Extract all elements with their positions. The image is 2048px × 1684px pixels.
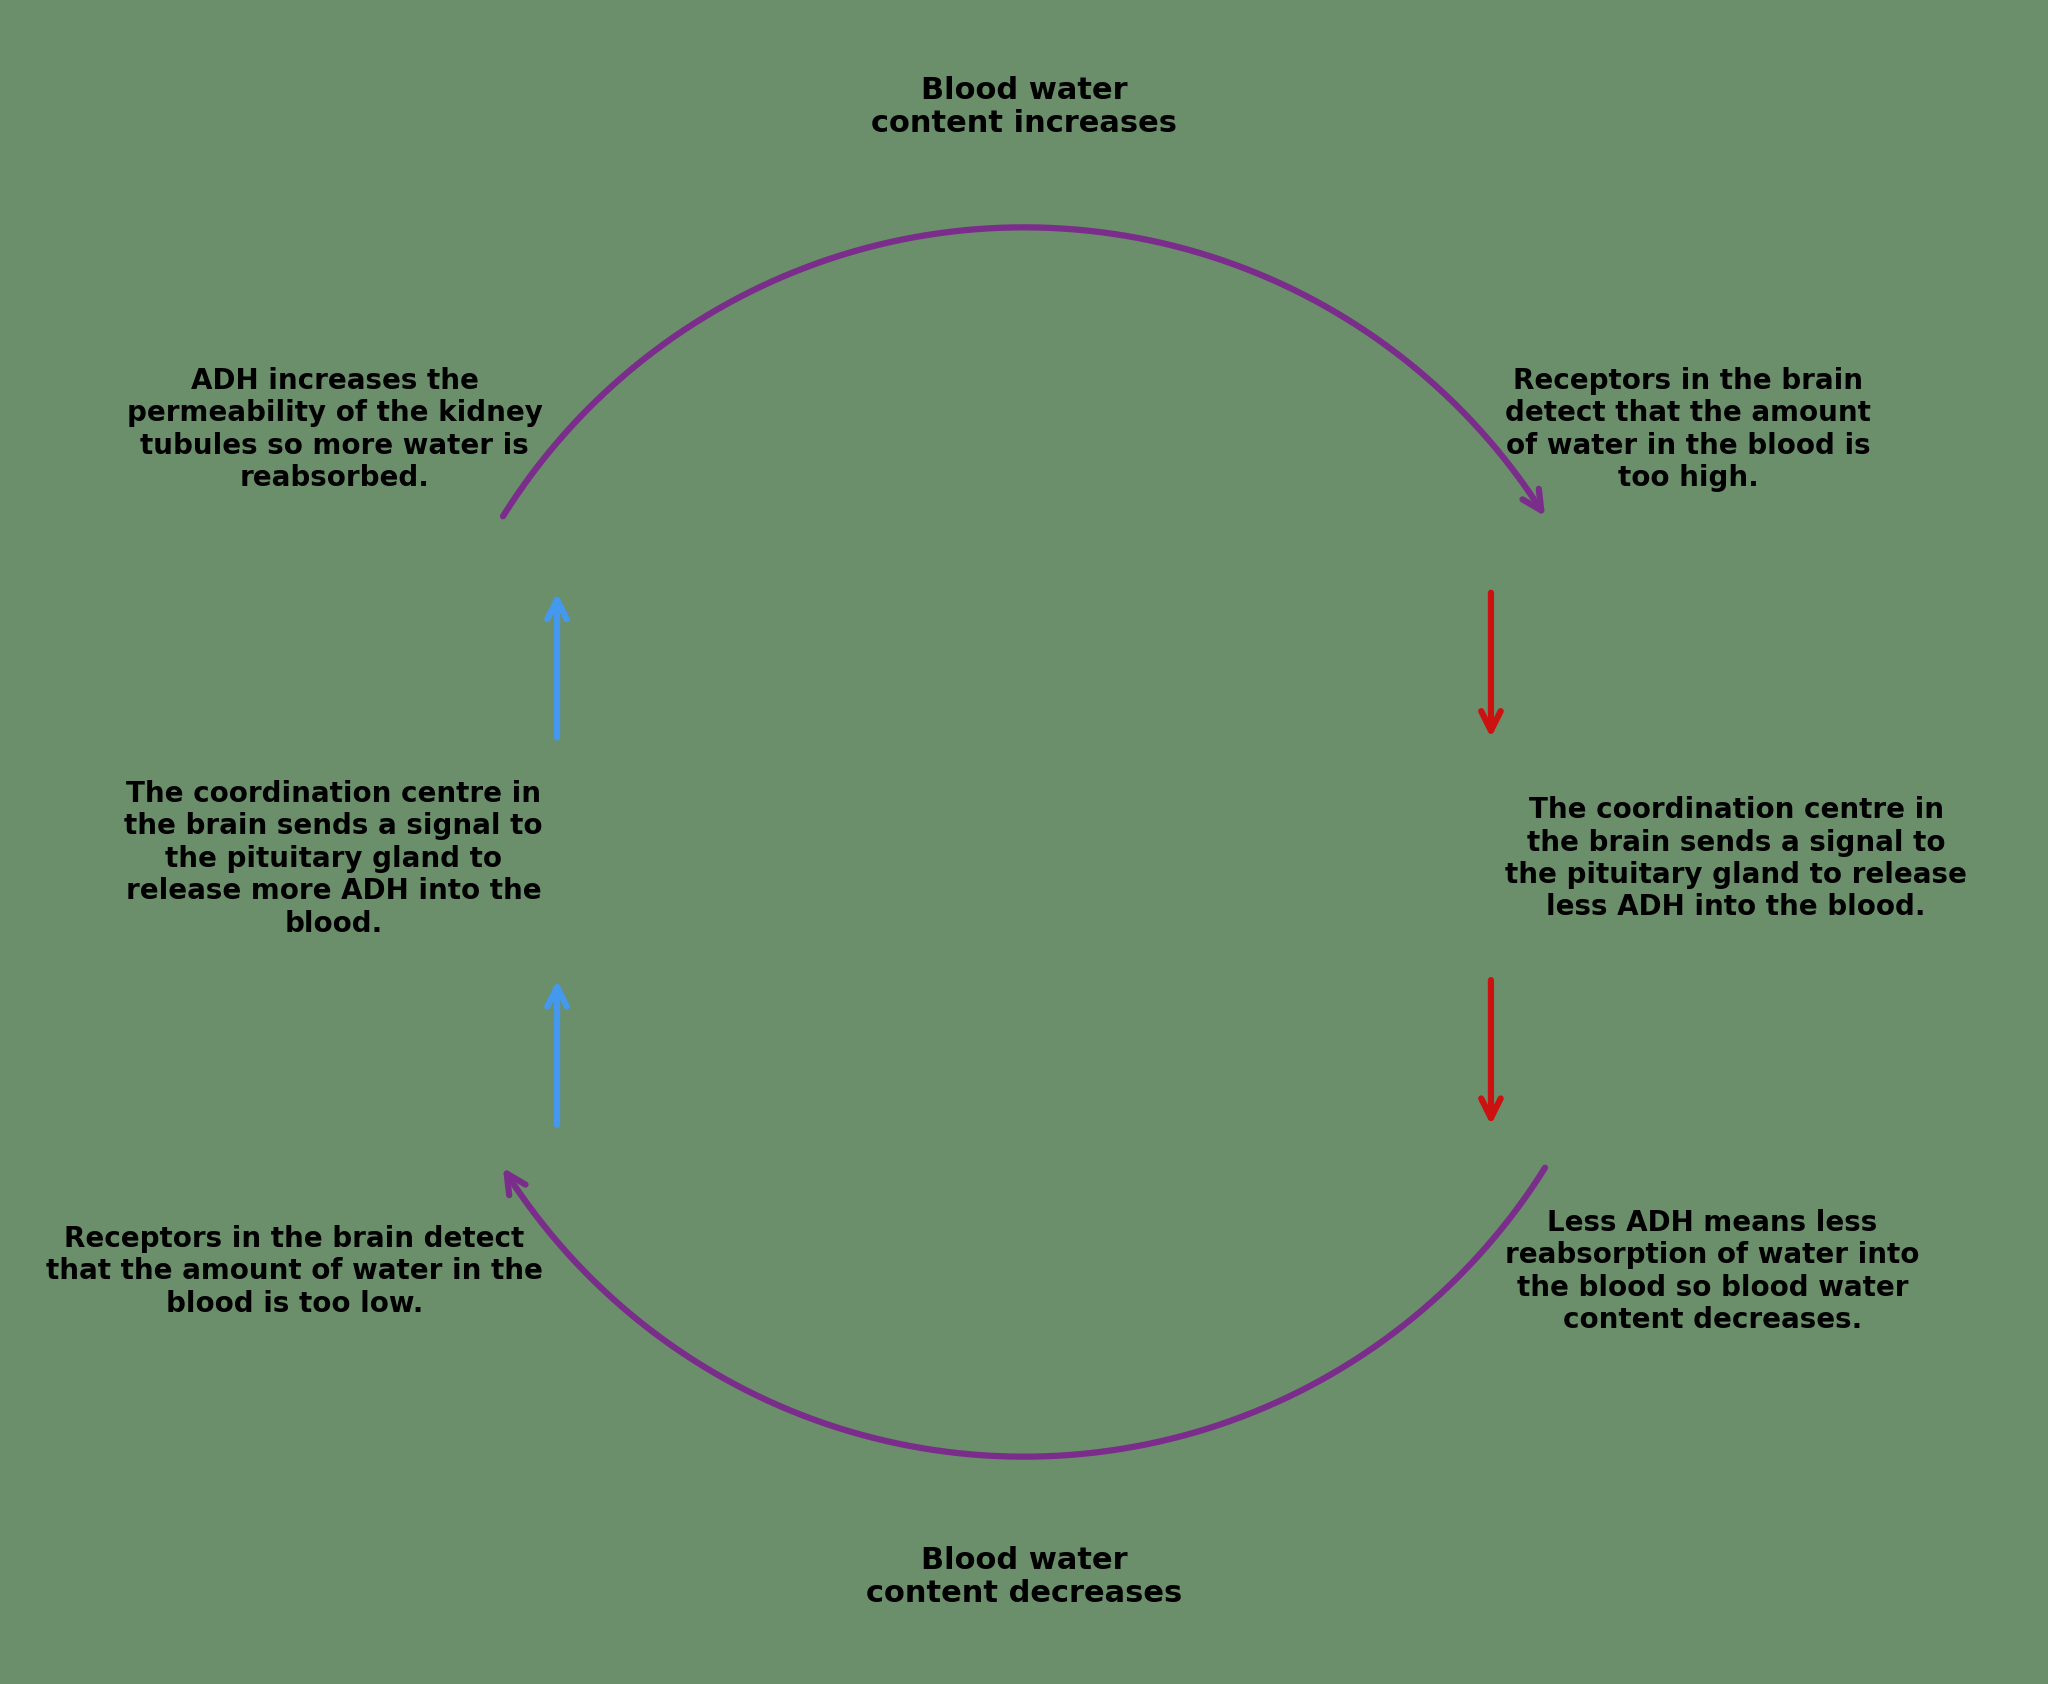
Text: Blood water
content decreases: Blood water content decreases (866, 1546, 1182, 1608)
Text: Receptors in the brain
detect that the amount
of water in the blood is
too high.: Receptors in the brain detect that the a… (1505, 367, 1872, 492)
Text: ADH increases the
permeability of the kidney
tubules so more water is
reabsorbed: ADH increases the permeability of the ki… (127, 367, 543, 492)
Text: The coordination centre in
the brain sends a signal to
the pituitary gland to
re: The coordination centre in the brain sen… (125, 780, 543, 938)
Text: Blood water
content increases: Blood water content increases (870, 76, 1178, 138)
Text: Receptors in the brain detect
that the amount of water in the
blood is too low.: Receptors in the brain detect that the a… (45, 1224, 543, 1319)
Text: Less ADH means less
reabsorption of water into
the blood so blood water
content : Less ADH means less reabsorption of wate… (1505, 1209, 1919, 1334)
Text: The coordination centre in
the brain sends a signal to
the pituitary gland to re: The coordination centre in the brain sen… (1505, 797, 1968, 921)
